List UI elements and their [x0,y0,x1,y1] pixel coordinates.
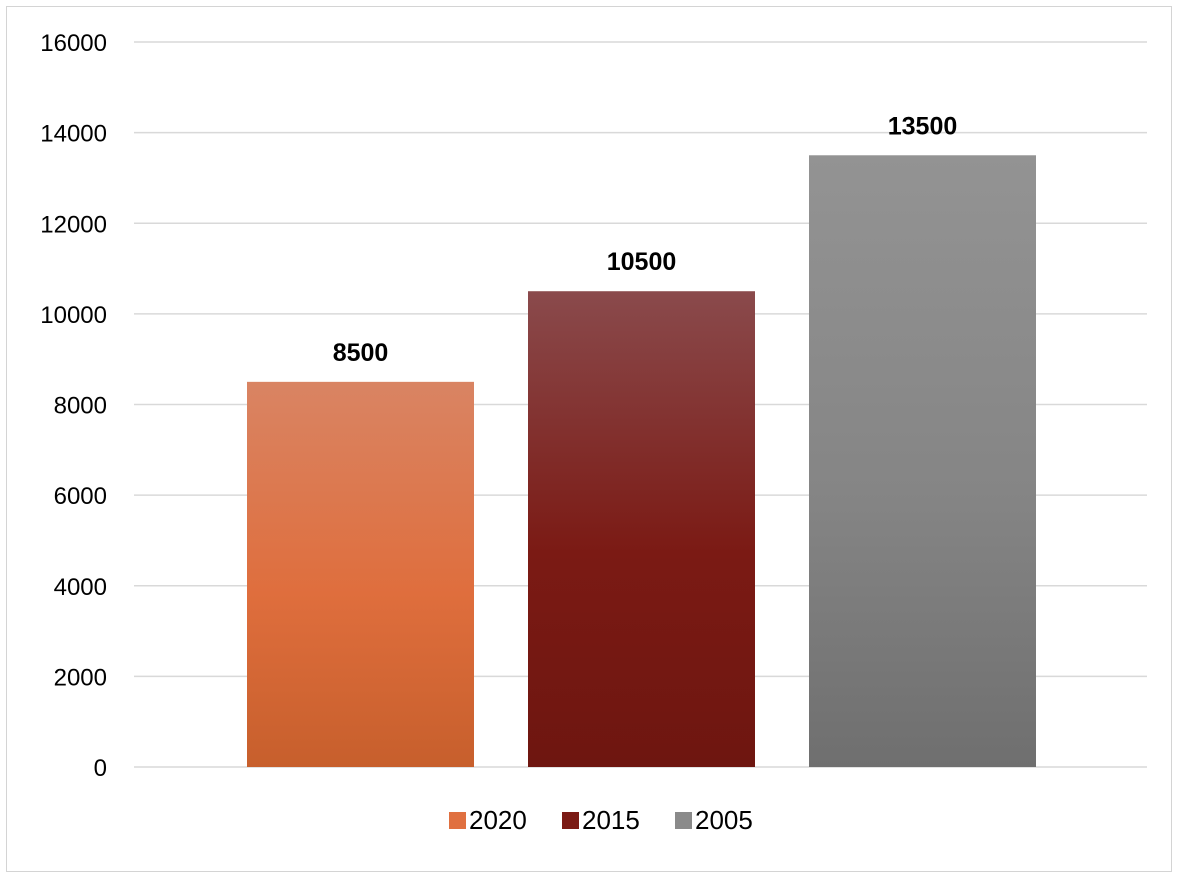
y-tick-label: 0 [94,755,107,782]
legend-item-2015: 2015 [562,805,640,835]
y-axis-tick-labels: 0 2000 4000 6000 8000 10000 12000 14000 16000 [40,30,107,782]
data-label-2020: 8500 [333,339,389,367]
legend-label: 2015 [582,805,640,835]
bar-chart: 0 2000 4000 6000 8000 10000 12000 14000 16000 85… [40,30,1147,835]
legend-item-2005: 2005 [675,805,753,835]
legend-label: 2020 [469,805,527,835]
chart-frame: 0 2000 4000 6000 8000 10000 12000 14000 16000 85… [6,6,1172,872]
data-labels: 8500 10500 13500 [333,112,958,367]
data-label-2015: 10500 [607,248,677,276]
bar-2015 [528,291,755,767]
legend: 2020 2015 2005 [449,805,753,835]
bar-2005 [809,155,1036,767]
legend-swatch [562,812,579,829]
y-tick-label: 16000 [40,30,107,57]
y-tick-label: 12000 [40,211,107,238]
y-tick-label: 10000 [40,302,107,329]
legend-swatch [675,812,692,829]
y-tick-label: 6000 [54,483,107,510]
data-label-2005: 13500 [888,112,958,140]
legend-item-2020: 2020 [449,805,527,835]
bar-2020 [247,381,474,767]
y-tick-label: 2000 [54,664,107,691]
legend-swatch [449,812,466,829]
legend-label: 2005 [695,805,753,835]
y-tick-label: 4000 [54,574,107,601]
bars [247,155,1036,767]
y-tick-label: 8000 [54,393,107,420]
y-tick-label: 14000 [40,121,107,148]
